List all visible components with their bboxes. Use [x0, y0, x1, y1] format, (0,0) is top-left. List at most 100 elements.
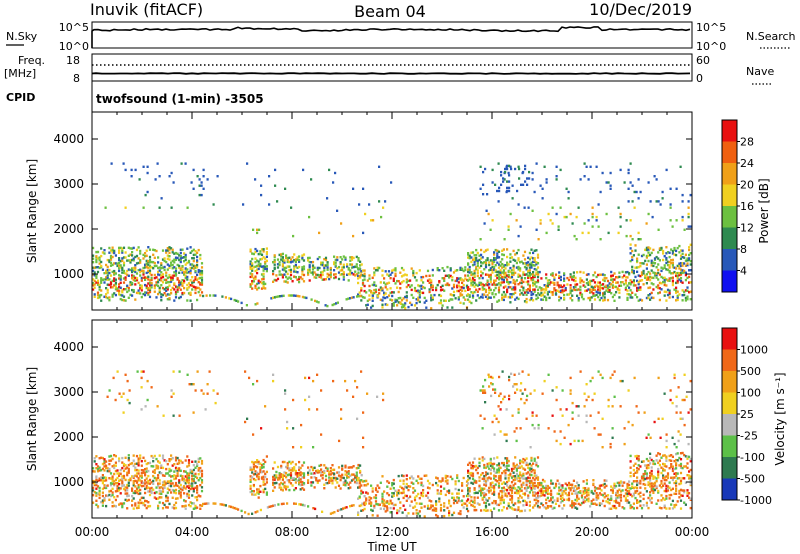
heatmap-cell: [639, 279, 642, 282]
colorbar-segment: [722, 163, 737, 185]
heatmap-cell: [405, 285, 408, 289]
heatmap-cell: [282, 294, 285, 297]
heatmap-cell: [152, 267, 155, 270]
heatmap-cell: [157, 465, 160, 468]
heatmap-cell: [370, 484, 373, 487]
heatmap-cell: [415, 289, 418, 293]
heatmap-cell: [349, 486, 352, 489]
heatmap-cell: [425, 306, 428, 309]
heatmap-cell: [339, 478, 342, 482]
heatmap-cell: [179, 251, 182, 255]
heatmap-cell: [571, 503, 574, 507]
heatmap-cell: [336, 267, 339, 270]
heatmap-cell: [623, 507, 626, 510]
heatmap-cell: [153, 290, 156, 293]
heatmap-cell: [597, 295, 600, 299]
heatmap-cell: [569, 291, 572, 295]
heatmap-cell: [197, 269, 200, 272]
heatmap-cell: [649, 479, 652, 482]
heatmap-cell: [504, 167, 507, 171]
heatmap-cell: [675, 187, 678, 190]
heatmap-cell: [497, 200, 500, 203]
heatmap-cell: [535, 261, 538, 264]
heatmap-cell: [471, 461, 475, 464]
heatmap-cell: [360, 263, 363, 266]
heatmap-cell: [499, 276, 502, 280]
heatmap-cell: [563, 284, 566, 287]
heatmap-cell: [647, 476, 650, 480]
heatmap-cell: [286, 473, 289, 477]
heatmap-cell: [383, 499, 386, 502]
heatmap-cell: [462, 296, 465, 299]
heatmap-cell: [168, 474, 171, 477]
heatmap-cell: [291, 280, 294, 283]
heatmap-cell: [470, 284, 473, 287]
heatmap-cell: [197, 494, 200, 497]
heatmap-cell: [422, 484, 425, 488]
heatmap-cell: [284, 187, 287, 190]
heatmap-cell: [551, 274, 554, 277]
heatmap-cell: [301, 268, 304, 271]
heatmap-cell: [473, 479, 476, 482]
heatmap-cell: [532, 476, 535, 480]
heatmap-cell: [686, 264, 689, 267]
heatmap-cell: [302, 472, 306, 475]
heatmap-cell: [179, 474, 182, 477]
heatmap-cell: [363, 289, 366, 293]
heatmap-cell: [619, 496, 623, 499]
heatmap-cell: [173, 463, 176, 466]
heatmap-cell: [147, 482, 150, 485]
heatmap-cell: [493, 499, 496, 503]
heatmap-cell: [451, 496, 454, 499]
heatmap-cell: [530, 264, 533, 267]
heatmap-cell: [523, 300, 527, 303]
heatmap-cell: [618, 502, 621, 505]
heatmap-cell: [148, 264, 152, 267]
heatmap-cell: [183, 281, 186, 284]
heatmap-cell: [509, 506, 512, 509]
heatmap-cell: [484, 261, 488, 265]
heatmap-cell: [289, 268, 293, 272]
heatmap-cell: [168, 246, 171, 249]
heatmap-cell: [548, 296, 551, 300]
heatmap-cell: [535, 162, 538, 165]
heatmap-cell: [316, 481, 319, 484]
heatmap-cell: [183, 271, 186, 274]
heatmap-cell: [598, 286, 601, 289]
heatmap-cell: [515, 279, 518, 282]
heatmap-cell: [443, 289, 446, 292]
heatmap-cell: [603, 274, 606, 277]
heatmap-cell: [189, 272, 192, 275]
heatmap-cell: [105, 479, 108, 482]
heatmap-cell: [199, 470, 202, 473]
heatmap-cell: [272, 478, 275, 481]
heatmap-cell: [124, 256, 127, 259]
heatmap-cell: [553, 499, 556, 502]
heatmap-cell: [93, 274, 96, 277]
heatmap-cell: [436, 268, 439, 272]
heatmap-cell: [634, 496, 637, 500]
heatmap-cell: [504, 170, 507, 174]
heatmap-cell: [374, 288, 378, 291]
heatmap-cell: [508, 186, 511, 190]
heatmap-cell: [173, 503, 176, 507]
heatmap-cell: [183, 279, 186, 282]
heatmap-cell: [173, 484, 176, 488]
heatmap-cell: [439, 294, 443, 298]
heatmap-cell: [262, 285, 265, 288]
heatmap-cell: [110, 162, 113, 165]
heatmap-cell: [95, 281, 98, 284]
heatmap-cell: [148, 261, 152, 264]
heatmap-cell: [571, 294, 574, 297]
heatmap-cell: [197, 281, 200, 284]
heatmap-cell: [135, 262, 139, 265]
heatmap-cell: [179, 494, 182, 497]
heatmap-cell: [606, 494, 610, 497]
heatmap-cell: [160, 490, 163, 493]
heatmap-cell: [363, 275, 366, 278]
heatmap-cell: [532, 486, 535, 490]
heatmap-cell: [650, 264, 653, 267]
heatmap-cell: [197, 460, 200, 463]
heatmap-cell: [121, 259, 124, 262]
heatmap-cell: [545, 288, 548, 292]
